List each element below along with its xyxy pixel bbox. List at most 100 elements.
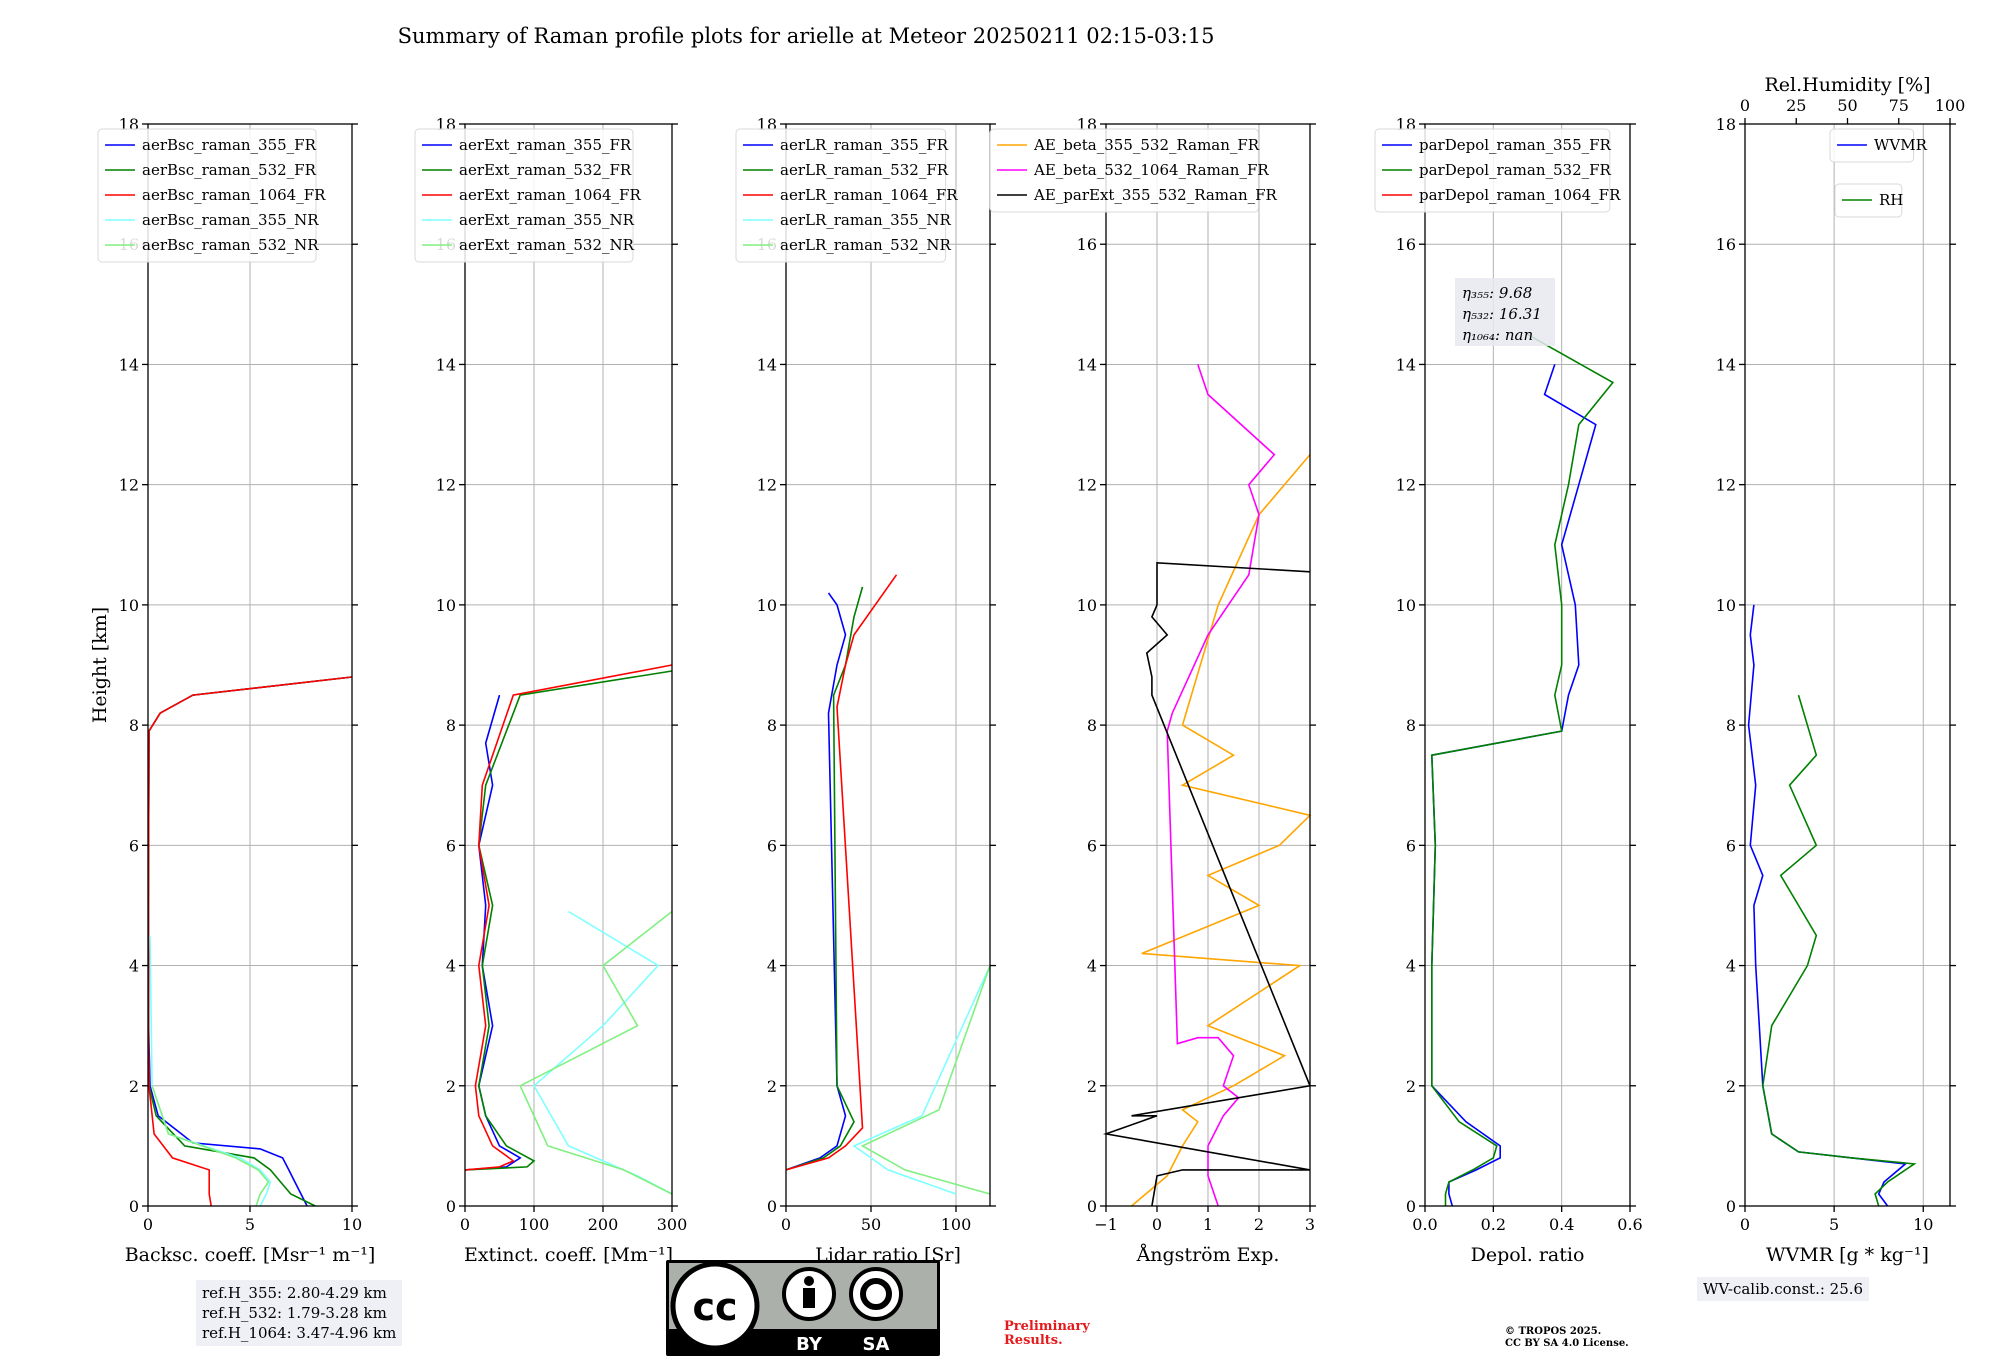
y-tick-label: 4 [767, 957, 777, 976]
x-tick-label: 10 [1913, 1215, 1933, 1234]
ref-height-532: ref.H_532: 1.79-3.28 km [202, 1304, 387, 1322]
legend-entry: parDepol_raman_532_FR [1419, 161, 1612, 179]
ref-height-1064: ref.H_1064: 3.47-4.96 km [202, 1324, 397, 1342]
copyright-line-2: CC BY SA 4.0 License. [1505, 1338, 1629, 1349]
x-axis-label: Backsc. coeff. [Msr⁻¹ m⁻¹] [125, 1244, 376, 1266]
legend-box [1829, 128, 1915, 163]
x-tick-label: 1 [1203, 1215, 1213, 1234]
series-AE_beta_355_532_Raman_FR [1130, 454, 1312, 1207]
x-axis-label: WVMR [g * kg⁻¹] [1766, 1244, 1929, 1266]
x-tick-label: 2 [1254, 1215, 1264, 1234]
x-axis-label: Ångström Exp. [1136, 1244, 1280, 1266]
copyright-note: © TROPOS 2025. CC BY SA 4.0 License. [1505, 1326, 1629, 1350]
ref-height-355: ref.H_355: 2.80-4.29 km [202, 1284, 387, 1302]
y-tick-label: 16 [1716, 235, 1736, 254]
x-tick-label: 0.2 [1481, 1215, 1506, 1234]
y-tick-label: 0 [1406, 1197, 1416, 1216]
legend-rh-entry: RH [1879, 191, 1903, 209]
preliminary-note: Preliminary Results. [1004, 1320, 1090, 1348]
legend-entry: aerLR_raman_532_NR [780, 236, 951, 254]
y-tick-label: 8 [446, 716, 456, 735]
svg-text:BY: BY [796, 1334, 823, 1355]
legend-entry: aerLR_raman_532_FR [780, 161, 949, 179]
top-tick-label: 100 [1935, 96, 1966, 115]
legend-entry: aerBsc_raman_532_NR [142, 236, 319, 254]
series-aerExt_raman_355_FR [464, 694, 522, 1171]
axes-frame [1424, 123, 1631, 1207]
y-tick-label: 4 [129, 957, 139, 976]
y-axis-label: Height [km] [89, 607, 111, 723]
y-tick-label: 0 [1726, 1197, 1736, 1216]
eta-value: η₅₃₂: 16.31 [1462, 305, 1542, 323]
y-tick-label: 8 [1726, 716, 1736, 735]
x-tick-label: 200 [588, 1215, 619, 1234]
y-tick-label: 2 [1726, 1077, 1736, 1096]
y-tick-label: 4 [1726, 957, 1736, 976]
panel-ext: 0246810121416180100200300Extinct. coeff.… [414, 115, 687, 1266]
y-tick-label: 12 [1716, 476, 1736, 495]
x-tick-label: −1 [1094, 1215, 1118, 1234]
legend-entry: parDepol_raman_1064_FR [1419, 186, 1621, 204]
y-tick-label: 0 [767, 1197, 777, 1216]
y-tick-label: 10 [1716, 596, 1736, 615]
y-tick-label: 12 [1077, 476, 1097, 495]
copyright-line-1: © TROPOS 2025. [1505, 1326, 1602, 1337]
y-tick-label: 14 [436, 355, 456, 374]
series-aerLR_raman_1064_FR [785, 574, 898, 1171]
y-tick-label: 12 [119, 476, 139, 495]
series-aerLR_raman_355_FR [785, 592, 847, 1171]
svg-text:cc: cc [692, 1285, 737, 1329]
legend-entry: aerExt_raman_1064_FR [459, 186, 641, 204]
y-tick-label: 10 [119, 596, 139, 615]
y-tick-label: 6 [1406, 836, 1416, 855]
x-tick-label: 100 [941, 1215, 972, 1234]
top-tick-label: 0 [1740, 96, 1750, 115]
top-tick-label: 25 [1786, 96, 1806, 115]
y-tick-label: 6 [1087, 836, 1097, 855]
x-tick-label: 0 [1740, 1215, 1750, 1234]
y-tick-label: 0 [129, 1197, 139, 1216]
y-tick-label: 14 [1396, 355, 1416, 374]
y-tick-label: 6 [129, 836, 139, 855]
x-axis-label: Depol. ratio [1471, 1244, 1585, 1266]
legend-entry: aerExt_raman_532_NR [459, 236, 635, 254]
axes-frame [785, 123, 991, 1207]
x-tick-label: 10 [342, 1215, 362, 1234]
x-tick-label: 0 [781, 1215, 791, 1234]
series-aerExt_raman_532_FR [464, 670, 673, 1171]
series-AE_beta_532_1064_Raman_FR [1166, 364, 1276, 1207]
legend-entry: parDepol_raman_355_FR [1419, 136, 1612, 154]
y-tick-label: 12 [436, 476, 456, 495]
y-tick-label: 8 [129, 716, 139, 735]
x-tick-label: 0 [143, 1215, 153, 1234]
preliminary-line-2: Results. [1004, 1333, 1063, 1348]
legend-entry: aerBsc_raman_532_FR [142, 161, 317, 179]
y-tick-label: 0 [446, 1197, 456, 1216]
legend-box [989, 128, 1259, 213]
y-tick-label: 6 [767, 836, 777, 855]
axes-frame [1744, 123, 1951, 1207]
top-axis-label: Rel.Humidity [%] [1764, 74, 1930, 96]
legend-entry: aerLR_raman_1064_FR [780, 186, 958, 204]
series-AE_parExt_355_532_Raman_FR [1102, 561, 1312, 1207]
top-tick-label: 50 [1837, 96, 1857, 115]
series-aerBsc_raman_1064_FR [147, 676, 353, 1207]
wv-calibration-box: WV-calib.const.: 25.6 [1697, 1277, 1870, 1301]
y-tick-label: 2 [1087, 1077, 1097, 1096]
y-tick-label: 4 [1087, 957, 1097, 976]
legend-entry: aerBsc_raman_1064_FR [142, 186, 326, 204]
y-tick-label: 4 [1406, 957, 1416, 976]
x-tick-label: 3 [1305, 1215, 1315, 1234]
series-WVMR [1747, 604, 1908, 1207]
y-tick-label: 10 [757, 596, 777, 615]
series-aerBsc_raman_355_NR [149, 935, 272, 1207]
cc-by-sa-logo: cc BY SA [669, 1261, 937, 1355]
y-tick-label: 2 [1406, 1077, 1416, 1096]
series-aerExt_raman_1064_FR [464, 664, 673, 1171]
legend-box [1374, 128, 1611, 213]
panel-bsc: 0246810121416180510Backsc. coeff. [Msr⁻¹… [89, 115, 375, 1266]
x-tick-label: 0.0 [1412, 1215, 1437, 1234]
